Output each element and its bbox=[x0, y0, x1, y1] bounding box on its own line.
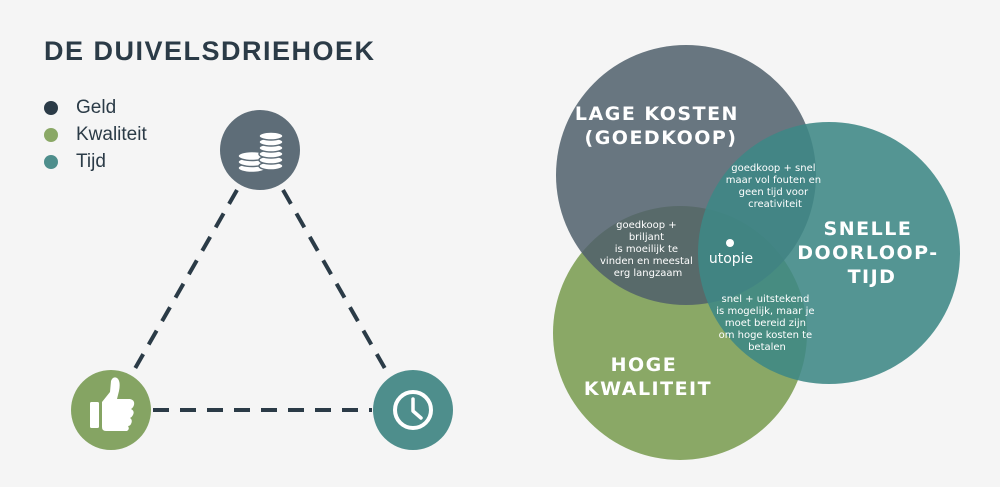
triangle-edge-right bbox=[281, 189, 389, 373]
thumbs-up-node bbox=[71, 370, 151, 450]
clock-node bbox=[373, 370, 453, 450]
legend: Geld Kwaliteit Tijd bbox=[44, 94, 147, 175]
venn-label-cost: LAGE KOSTEN (GOEDKOOP) bbox=[575, 103, 747, 149]
triangle-edges bbox=[131, 189, 389, 412]
legend-item-kwaliteit: Kwaliteit bbox=[44, 121, 147, 148]
venn-label-quality: HOGE KWALITEIT bbox=[584, 354, 712, 400]
triangle-edge-left bbox=[131, 189, 239, 373]
legend-label-kwaliteit: Kwaliteit bbox=[76, 123, 147, 145]
coins-icon bbox=[237, 131, 284, 174]
utopie-dot bbox=[726, 239, 734, 247]
thumbs-up-icon bbox=[90, 377, 135, 431]
legend-dot-kwaliteit bbox=[44, 127, 58, 142]
overlap-cost-quality: goedkoop + briljant is moeilijk te vinde… bbox=[600, 220, 696, 279]
legend-label-tijd: Tijd bbox=[76, 150, 106, 172]
legend-dot-tijd bbox=[44, 154, 58, 169]
clock-icon bbox=[393, 390, 433, 430]
legend-item-tijd: Tijd bbox=[44, 148, 147, 175]
venn-circles bbox=[553, 45, 960, 460]
overlap-cost-time: goedkoop + snel maar vol fouten en geen … bbox=[726, 163, 825, 210]
utopie-label: utopie bbox=[709, 251, 753, 267]
page-title: DE DUIVELSDRIEHOEK bbox=[44, 36, 376, 66]
legend-label-geld: Geld bbox=[76, 96, 117, 118]
legend-dot-geld bbox=[44, 100, 58, 115]
coins-node bbox=[220, 110, 300, 190]
venn-circle-time bbox=[698, 122, 960, 384]
overlap-time-quality: snel + uitstekend is mogelijk, maar je m… bbox=[716, 294, 817, 353]
legend-item-geld: Geld bbox=[44, 94, 147, 121]
venn-label-time: SNELLE DOORLOOP- TIJD bbox=[797, 218, 947, 288]
